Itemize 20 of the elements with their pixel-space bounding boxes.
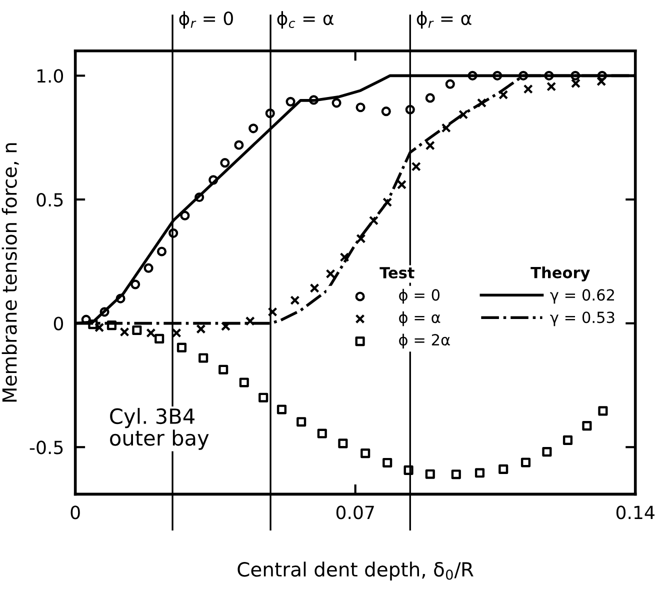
x-tick-label: 0.07 [336, 506, 374, 520]
y-tick-label: 0.5 [36, 192, 63, 207]
y-tick-label: -0.5 [30, 440, 63, 454]
y-tick-label: 1.0 [37, 69, 64, 83]
legend-label: γ = 0.62 [550, 289, 614, 304]
annotation: Test [380, 267, 414, 278]
x-tick-label: 0 [70, 506, 80, 520]
annotation: Theory [530, 266, 590, 282]
ref-line-label: ϕ$_{c}$ = α [277, 11, 334, 29]
y-axis-title: Membrane tension force, n [2, 143, 19, 402]
legend-label: ϕ = 2α [399, 334, 450, 349]
ref-line-label: ϕ$_{r}$ = α [416, 11, 472, 29]
x-tick-label: 0.14 [616, 506, 654, 520]
x-axis-title: Central dent depth, δ$_{0}$/R [238, 562, 474, 580]
annotation: Cyl. 3B4 outer bay [110, 408, 209, 450]
y-tick-label: 0 [54, 316, 64, 330]
legend-label: ϕ = 0 [399, 288, 440, 304]
legend-label: ϕ = α [399, 311, 440, 326]
legend-label: γ = 0.53 [550, 312, 614, 326]
ref-line-label: ϕ$_{r}$ = 0 [179, 11, 233, 29]
